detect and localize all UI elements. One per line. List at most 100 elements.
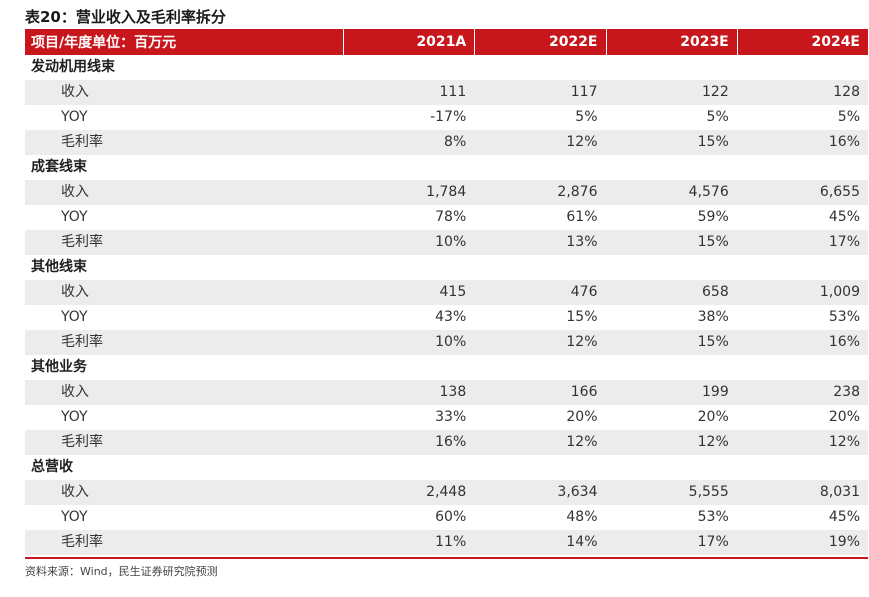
row-label: YOY	[61, 209, 88, 225]
table-cell: 78%	[435, 209, 467, 225]
table-cell: 10%	[435, 334, 467, 350]
table-cell: 1,009	[819, 284, 860, 300]
table-cell: 3,634	[557, 484, 598, 500]
table-cell: 5%	[837, 109, 860, 125]
table-cell: 12%	[566, 134, 598, 150]
table-cell: 4,576	[688, 184, 729, 200]
table-cell: 117	[570, 84, 598, 100]
table-cell: 20%	[828, 409, 860, 425]
table-cell: 111	[439, 84, 467, 100]
row-label: 毛利率	[61, 434, 103, 450]
table-cell: 415	[439, 284, 467, 300]
table-cell: 15%	[697, 234, 729, 250]
header-year: 2022E	[474, 29, 605, 55]
row-label: 收入	[61, 384, 89, 400]
table-cell: 12%	[828, 434, 860, 450]
table-cell: 8%	[444, 134, 467, 150]
row-label: 毛利率	[61, 134, 103, 150]
header-year: 2021A	[343, 29, 474, 55]
table-cell: 15%	[697, 334, 729, 350]
table-cell: 122	[702, 84, 729, 100]
table-row: 收入 2,448 3,634 5,555 8,031	[25, 480, 868, 505]
group-heading: 成套线束	[31, 159, 87, 175]
header-year: 2023E	[605, 29, 737, 55]
row-label: YOY	[61, 309, 88, 325]
table-cell: 1,784	[426, 184, 467, 200]
table-cell: 60%	[435, 509, 467, 525]
table-cell: 5%	[706, 109, 729, 125]
row-label: 收入	[61, 184, 89, 200]
table-cell: 17%	[828, 234, 860, 250]
table-row: 毛利率 11% 14% 17% 19%	[25, 530, 868, 555]
table-cell: 17%	[697, 534, 729, 550]
table-cell: 16%	[828, 334, 860, 350]
table-cell: 2,876	[557, 184, 598, 200]
table-row: 毛利率 10% 12% 15% 16%	[25, 330, 868, 355]
table-cell: 199	[702, 384, 729, 400]
financial-table: 项目/年度单位：百万元 2021A 2022E 2023E 2024E 发动机用…	[25, 29, 868, 559]
table-row: 收入 415 476 658 1,009	[25, 280, 868, 305]
table-row: 收入 111 117 122 128	[25, 80, 868, 105]
row-label: 收入	[61, 84, 89, 100]
table-cell: 33%	[435, 409, 467, 425]
table-cell: 19%	[828, 534, 860, 550]
table-cell: 12%	[566, 434, 598, 450]
table-cell: 15%	[566, 309, 598, 325]
table-cell: 138	[439, 384, 467, 400]
table-cell: 45%	[828, 209, 860, 225]
group-heading: 其他线束	[31, 259, 87, 275]
row-label: YOY	[61, 509, 88, 525]
group-heading: 发动机用线束	[31, 59, 115, 75]
table-row: 毛利率 16% 12% 12% 12%	[25, 430, 868, 455]
table-cell: 5,555	[688, 484, 729, 500]
table-cell: 10%	[435, 234, 467, 250]
table-title: 表20：营业收入及毛利率拆分	[25, 8, 226, 26]
row-label: 毛利率	[61, 534, 103, 550]
table-cell: 128	[833, 84, 860, 100]
table-cell: 13%	[566, 234, 598, 250]
table-cell: 38%	[697, 309, 729, 325]
row-label: YOY	[61, 409, 88, 425]
table-cell: 16%	[828, 134, 860, 150]
table-cell: 658	[702, 284, 729, 300]
table-cell: 166	[570, 384, 598, 400]
group-heading: 其他业务	[31, 359, 87, 375]
table-cell: 8,031	[819, 484, 860, 500]
table-cell: 6,655	[819, 184, 860, 200]
table-cell: 48%	[566, 509, 598, 525]
row-label: 收入	[61, 484, 89, 500]
table-cell: 12%	[566, 334, 598, 350]
row-label: 收入	[61, 284, 89, 300]
table-cell: 476	[570, 284, 598, 300]
table-cell: 16%	[435, 434, 467, 450]
table-cell: 59%	[697, 209, 729, 225]
table-cell: 15%	[697, 134, 729, 150]
table-body: 发动机用线束 收入 111 117 122 128 YOY -17% 5% 5% 5% 毛利率 8% 12…	[25, 55, 868, 555]
table-cell: 53%	[828, 309, 860, 325]
table-row: 收入 138 166 199 238	[25, 380, 868, 405]
table-cell: 14%	[566, 534, 598, 550]
table-cell: 5%	[575, 109, 598, 125]
row-label: 毛利率	[61, 234, 103, 250]
bottom-rule	[25, 557, 868, 559]
table-cell: 43%	[435, 309, 467, 325]
table-header-row: 项目/年度单位：百万元 2021A 2022E 2023E 2024E	[25, 29, 868, 55]
table-cell: 20%	[566, 409, 598, 425]
table-row: YOY 60% 48% 53% 45%	[25, 505, 868, 530]
header-year: 2024E	[736, 29, 868, 55]
table-row: 收入 1,784 2,876 4,576 6,655	[25, 180, 868, 205]
table-cell: 45%	[828, 509, 860, 525]
table-cell: 11%	[435, 534, 467, 550]
table-row: 毛利率 8% 12% 15% 16%	[25, 130, 868, 155]
table-cell: 53%	[697, 509, 729, 525]
source-note: 资料来源：Wind，民生证券研究院预测	[25, 565, 218, 578]
table-row: YOY 33% 20% 20% 20%	[25, 405, 868, 430]
table-row: 毛利率 10% 13% 15% 17%	[25, 230, 868, 255]
table-row: YOY 43% 15% 38% 53%	[25, 305, 868, 330]
table-cell: 20%	[697, 409, 729, 425]
table-cell: 2,448	[426, 484, 467, 500]
table-cell: -17%	[430, 109, 467, 125]
table-row: YOY -17% 5% 5% 5%	[25, 105, 868, 130]
row-label: 毛利率	[61, 334, 103, 350]
table-row: YOY 78% 61% 59% 45%	[25, 205, 868, 230]
